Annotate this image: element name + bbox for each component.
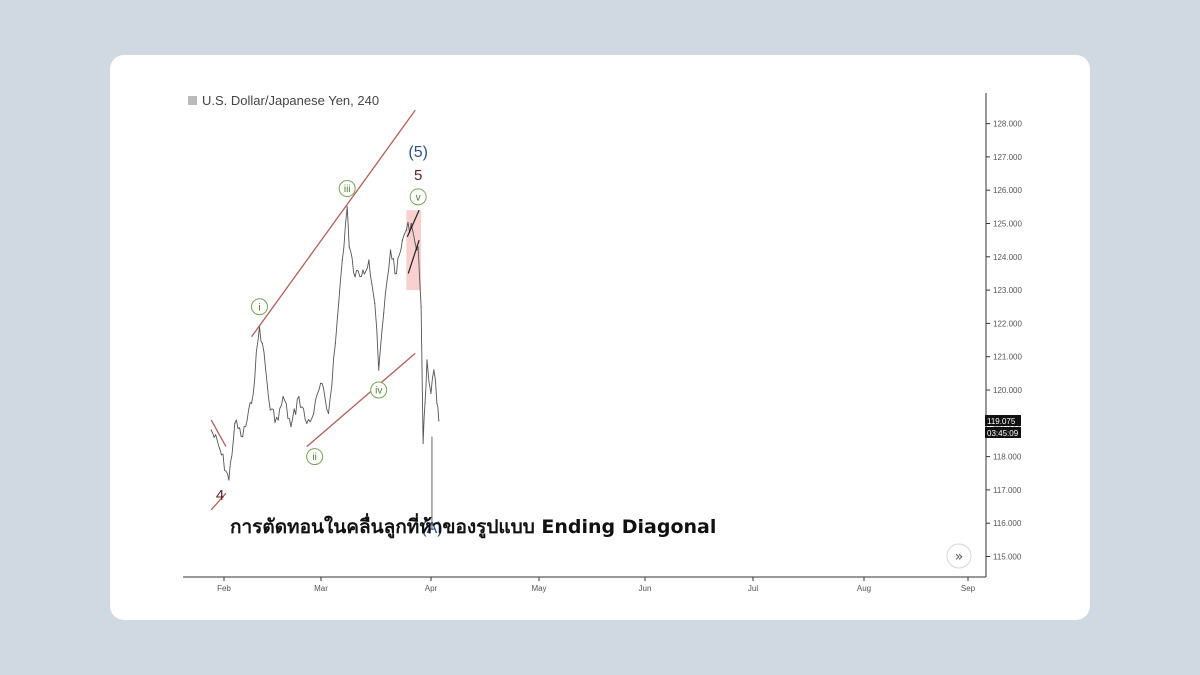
y-tick-label: 120.000: [993, 386, 1022, 395]
y-tick-label: 116.000: [993, 519, 1022, 528]
price-point: [341, 259, 343, 261]
wave-label-circle: [409, 188, 427, 206]
price-point: [433, 369, 435, 371]
price-point: [422, 442, 424, 444]
y-tick-label: 126.000: [993, 186, 1022, 195]
wave-label-text: ii: [312, 452, 316, 463]
y-tick-label: 122.000: [993, 319, 1022, 328]
last-price-tag: 119.075: [985, 415, 1021, 426]
y-tick-label: 124.000: [993, 253, 1022, 262]
price-point: [389, 249, 392, 251]
symbol-icon: [188, 96, 197, 105]
wave-label-circle: [306, 448, 324, 466]
price-point: [420, 306, 422, 308]
wave-label-ii: ii: [306, 448, 324, 466]
trendline-v-lower: [407, 239, 420, 274]
x-tick-label: Apr: [425, 584, 438, 593]
wave-label-text: iii: [344, 184, 351, 195]
price-point: [410, 222, 412, 225]
price-point: [277, 419, 279, 421]
price-point: [334, 342, 336, 344]
countdown-tag: 03:45:09: [985, 427, 1021, 438]
price-point: [306, 422, 308, 424]
price-point: [436, 402, 438, 404]
price-point: [269, 409, 271, 411]
chart-caption: การตัดทอนในคลื่นลูกที่ห้าของรูปแบบ Endin…: [230, 513, 716, 539]
price-point: [405, 229, 407, 231]
price-point: [282, 396, 284, 398]
wave-degree-label: (5): [408, 144, 428, 161]
chart: 128.000 127.000 126.000 125.000 124.000 123.0…: [183, 93, 1022, 593]
price-point: [414, 242, 416, 245]
wave-degree-label: 4: [216, 487, 224, 504]
trendline-lower: [306, 352, 416, 448]
price-point: [374, 302, 376, 305]
x-tick-label: Sep: [961, 584, 976, 593]
double-chevron-right-icon: »: [955, 549, 964, 565]
wave-label-text: v: [416, 192, 421, 203]
y-tick-label: 121.000: [993, 353, 1022, 362]
wave-degree-label: (A): [421, 520, 442, 537]
wave-label-circle: [250, 298, 268, 316]
x-tick-label: Feb: [217, 584, 231, 593]
last-price-label: 119.075: [987, 417, 1016, 426]
price-point: [378, 369, 380, 371]
price-point: [368, 259, 370, 261]
price-point: [354, 276, 356, 278]
y-tick-label: 115.000: [993, 553, 1022, 562]
price-point: [313, 412, 315, 414]
price-point: [348, 246, 350, 248]
wave-label-iii: iii: [338, 180, 356, 198]
price-point: [430, 392, 432, 394]
price-point: [346, 206, 348, 208]
price-point: [424, 402, 426, 404]
price-point: [362, 269, 364, 271]
price-point: [298, 396, 300, 398]
y-tick-label: 128.000: [993, 120, 1022, 129]
chart-card: 128.000 127.000 126.000 125.000 124.000 123.0…: [110, 55, 1090, 620]
x-tick-label: May: [531, 584, 546, 593]
price-point: [383, 312, 385, 315]
y-tick-label: 118.000: [993, 453, 1022, 462]
trendline-prior-upper: [210, 419, 227, 447]
wave-label-text: iv: [375, 386, 382, 397]
nav-forward-button[interactable]: »: [946, 543, 972, 569]
price-point: [438, 420, 440, 422]
countdown-label: 03:45:09: [987, 429, 1019, 438]
price-point: [319, 382, 322, 384]
price-point: [234, 422, 236, 424]
wave-label-circle: [338, 180, 356, 198]
price-point: [327, 412, 330, 414]
price-point: [290, 426, 292, 428]
y-tick-label: 127.000: [993, 153, 1022, 162]
price-point: [242, 436, 244, 438]
y-tick-label: 123.000: [993, 286, 1022, 295]
trendline-prior-lower: [210, 492, 227, 511]
chart-title: U.S. Dollar/Japanese Yen, 240: [202, 93, 379, 108]
price-point: [395, 272, 398, 275]
trendline-v-upper: [406, 209, 420, 238]
x-tick-label: Mar: [314, 584, 328, 593]
wave-degree-label: 5: [414, 167, 422, 184]
x-tick-label: Aug: [857, 584, 871, 593]
price-point: [417, 246, 419, 248]
price-point: [210, 429, 212, 431]
x-tick-label: Jul: [748, 584, 758, 593]
wave-label-text: i: [258, 302, 260, 313]
price-point: [228, 479, 230, 481]
price-point: [261, 342, 264, 344]
x-tick-label: Jun: [639, 584, 652, 593]
price-point: [250, 402, 253, 404]
wave-label-iv: iv: [370, 381, 388, 399]
trendline-upper: [251, 109, 416, 338]
price-series-line: [210, 206, 440, 481]
y-tick-label: 117.000: [993, 486, 1022, 495]
price-point: [401, 239, 403, 241]
wave-label-v: v: [409, 188, 427, 206]
y-tick-label: 125.000: [993, 220, 1022, 229]
price-point: [219, 449, 221, 451]
wave-label-i: i: [250, 298, 268, 316]
wave-label-circle: [370, 381, 388, 399]
price-point: [426, 359, 428, 361]
